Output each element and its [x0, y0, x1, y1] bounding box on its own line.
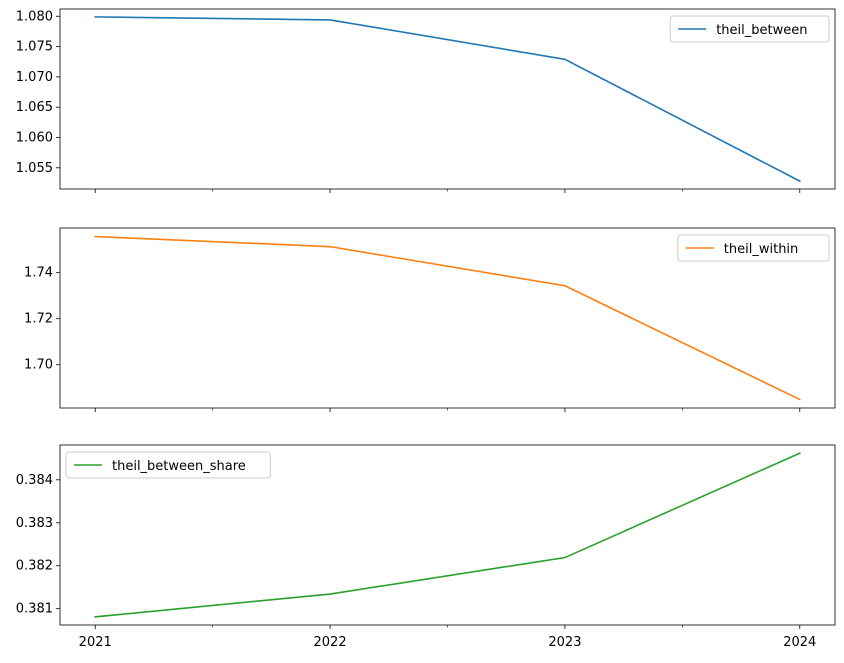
- subplot-1: 1.055 1.060 1.065 1.070 1.075 1.080 theil_betw…: [16, 9, 835, 193]
- y-tick-label: 1.075: [16, 40, 53, 55]
- y-tick-label: 0.381: [16, 602, 53, 617]
- y-tick-label: 1.065: [16, 100, 53, 115]
- legend-label: theil_between: [716, 23, 807, 38]
- y-tick-label: 1.070: [16, 70, 53, 85]
- y-tick-label: 0.383: [16, 516, 53, 531]
- y-tick-label: 1.055: [16, 161, 53, 176]
- y-tick-label: 1.72: [24, 312, 53, 327]
- legend-label: theil_between_share: [112, 459, 246, 474]
- y-tick-label: 1.70: [24, 358, 53, 373]
- y-tick-label: 1.060: [16, 130, 53, 145]
- legend: theil_between: [670, 16, 829, 42]
- subplot-3: 0.381 0.382 0.383 0.384 2021 2022 2023 2024 thei…: [16, 445, 835, 650]
- legend-label: theil_within: [724, 242, 799, 257]
- x-tick-label: 2024: [783, 635, 816, 650]
- y-tick-label: 0.382: [16, 559, 53, 574]
- legend: theil_between_share: [66, 452, 270, 478]
- y-tick-label: 1.080: [16, 9, 53, 24]
- y-tick-label: 1.74: [24, 266, 53, 281]
- subplot-2: 1.70 1.72 1.74 theil_within: [24, 228, 835, 412]
- y-tick-label: 0.384: [16, 473, 53, 488]
- legend: theil_within: [678, 235, 829, 261]
- x-tick-label: 2023: [548, 635, 581, 650]
- x-tick-label: 2021: [79, 635, 112, 650]
- x-tick-label: 2022: [314, 635, 347, 650]
